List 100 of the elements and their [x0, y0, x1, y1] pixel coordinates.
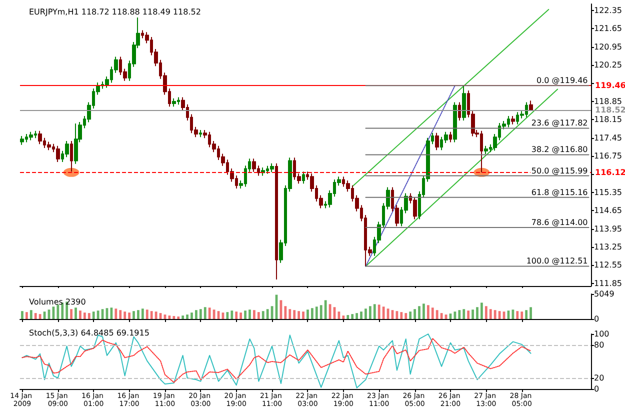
bar — [128, 312, 130, 319]
y-tick-label: 118.15 — [594, 115, 622, 124]
bar — [114, 308, 118, 319]
bar — [137, 310, 140, 319]
bar — [426, 305, 430, 319]
bar — [382, 306, 385, 319]
bar — [132, 311, 135, 319]
bar — [373, 304, 376, 319]
candlestick — [413, 196, 417, 220]
y-tick-label: 113.25 — [594, 242, 622, 252]
candlestick — [458, 102, 461, 121]
y-tick-label: 118.85 — [594, 96, 622, 106]
bar — [146, 310, 148, 319]
candlestick — [29, 131, 33, 141]
bar — [462, 309, 466, 319]
bar — [324, 300, 327, 319]
candlestick — [484, 145, 488, 154]
bar — [484, 306, 488, 319]
bar — [226, 312, 229, 319]
series-label: 0.0 @119.46 — [536, 76, 588, 86]
candlestick — [275, 162, 278, 280]
y-tick-label: 111.85 — [594, 278, 622, 288]
bar — [360, 312, 362, 319]
candlestick — [462, 85, 466, 121]
bar — [530, 307, 532, 319]
bar — [199, 309, 202, 319]
bar — [520, 312, 524, 319]
bar — [494, 310, 496, 319]
bar — [172, 316, 176, 319]
bar — [79, 310, 82, 319]
ref-line-label: 118.52 — [595, 106, 625, 115]
bar — [306, 310, 309, 319]
bar — [422, 304, 425, 319]
bar — [186, 314, 188, 319]
bar — [195, 310, 198, 319]
bar — [92, 312, 95, 319]
bar — [74, 308, 77, 319]
bar — [454, 312, 456, 319]
y-tick-label: 100 — [594, 330, 610, 338]
bar — [141, 308, 144, 319]
bar — [182, 316, 184, 319]
bar — [498, 311, 501, 319]
bar — [400, 312, 403, 319]
candlestick — [172, 98, 176, 108]
bar — [320, 305, 322, 319]
bar — [96, 310, 100, 319]
bar — [230, 310, 234, 319]
candlestick — [199, 130, 202, 138]
chart-title: Volumes 2390 — [29, 298, 86, 306]
candlestick — [449, 131, 452, 143]
bar — [431, 308, 434, 319]
y-tick-label: 0 — [594, 384, 600, 394]
y-tick-label: 112.55 — [594, 260, 622, 270]
ref-line-label: 116.12 — [595, 168, 625, 177]
bar — [168, 316, 171, 319]
series-label: 100.0 @112.51 — [526, 256, 588, 266]
bar — [25, 312, 28, 319]
bar — [516, 311, 519, 319]
candlestick — [435, 132, 439, 151]
bar — [56, 304, 60, 319]
bar — [436, 310, 438, 319]
candlestick — [74, 123, 78, 164]
bar — [346, 315, 350, 319]
bar — [119, 310, 122, 319]
bar — [124, 312, 126, 319]
candlestick — [453, 102, 457, 143]
bar — [248, 310, 251, 319]
series-label: 23.6 @117.82 — [531, 118, 588, 128]
bar — [418, 306, 420, 319]
bar — [284, 306, 287, 319]
bar — [244, 310, 246, 319]
candlestick — [70, 140, 73, 172]
line-series — [22, 338, 532, 383]
series-label: 61.8 @115.16 — [531, 188, 588, 197]
candlestick — [38, 130, 42, 145]
series-label: 50.0 @115.99 — [531, 166, 588, 176]
bar — [204, 307, 206, 319]
y-tick-label: 117.45 — [594, 133, 622, 142]
y-tick-label: 5049 — [594, 290, 614, 298]
y-tick-label: 122.35 — [594, 6, 622, 15]
y-tick-label: 20 — [594, 374, 604, 382]
bar — [38, 314, 42, 319]
y-tick-label: 121.65 — [594, 24, 622, 34]
bar — [34, 313, 37, 319]
bar — [262, 311, 264, 319]
bar — [110, 308, 113, 319]
y-tick-label: 116.75 — [594, 152, 622, 161]
y-tick-label: 80 — [594, 340, 604, 350]
bar — [440, 313, 443, 319]
y-tick-label: 0 — [594, 314, 600, 324]
bar — [240, 312, 242, 319]
bar — [525, 310, 528, 319]
candlestick — [270, 162, 274, 173]
y-tick-label: 114.65 — [594, 206, 622, 216]
candlestick — [302, 171, 305, 184]
bar — [476, 307, 478, 319]
bar — [472, 310, 474, 319]
bar — [208, 308, 211, 319]
bar — [342, 316, 345, 319]
bar — [190, 312, 193, 319]
